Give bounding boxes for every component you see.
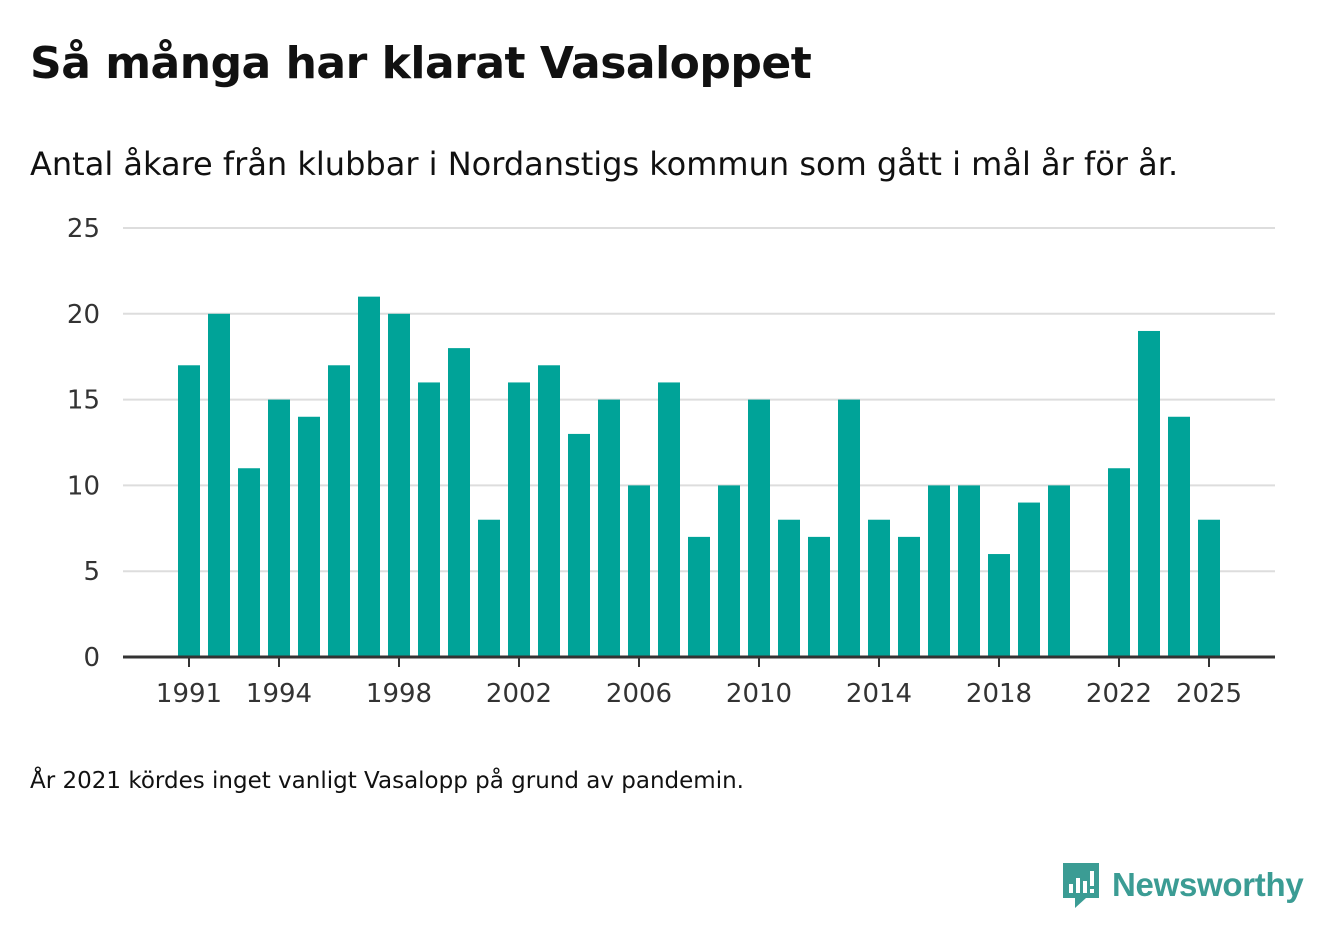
x-tick-label-2014: 2014 <box>846 679 912 709</box>
footnote: År 2021 kördes inget vanligt Vasalopp på… <box>30 768 744 794</box>
bar-2025 <box>1198 519 1220 657</box>
bar-2001 <box>478 519 500 657</box>
y-tick-label-10: 10 <box>67 471 100 501</box>
bar-2008 <box>688 536 710 657</box>
bar-1991 <box>178 365 200 657</box>
bar-2011 <box>778 519 800 657</box>
bar-2013 <box>838 399 860 657</box>
brand-name: Newsworthy <box>1112 866 1304 903</box>
bar-2005 <box>598 399 620 657</box>
bar-1998 <box>388 313 410 657</box>
bar-2000 <box>448 348 470 657</box>
x-tick-label-2010: 2010 <box>726 679 792 709</box>
bar-2015 <box>898 536 920 657</box>
x-tick-label-1994: 1994 <box>246 679 312 709</box>
bar-2012 <box>808 536 830 657</box>
bar-2019 <box>1018 502 1040 657</box>
bar-2023 <box>1138 330 1160 657</box>
bar-1992 <box>208 313 230 657</box>
y-tick-label-25: 25 <box>67 214 100 244</box>
y-axis-ticks: 0 5 10 15 20 25 <box>67 214 100 673</box>
bar-1996 <box>328 365 350 657</box>
bar-2007 <box>658 382 680 657</box>
bar-1997 <box>358 296 380 657</box>
x-tick-label-2002: 2002 <box>486 679 552 709</box>
chart-title: Så många har klarat Vasaloppet <box>30 38 812 89</box>
bar-2016 <box>928 485 950 657</box>
x-tick-label-2018: 2018 <box>966 679 1032 709</box>
x-tick-label-2025: 2025 <box>1176 679 1242 709</box>
bar-1994 <box>268 399 290 657</box>
bar-2009 <box>718 485 740 657</box>
chart-subtitle: Antal åkare från klubbar i Nordanstigs k… <box>30 145 1179 183</box>
bar-2006 <box>628 485 650 657</box>
newsworthy-logo-icon <box>1063 863 1099 908</box>
x-tick-label-1991: 1991 <box>156 679 222 709</box>
bar-1999 <box>418 382 440 657</box>
bar-2010 <box>748 399 770 657</box>
bar-2004 <box>568 433 590 657</box>
y-tick-label-15: 15 <box>67 386 100 416</box>
x-tick-label-2022: 2022 <box>1086 679 1152 709</box>
bar-2024 <box>1168 416 1190 657</box>
grid-lines <box>123 227 1275 573</box>
x-axis-ticks: 1991 1994 1998 2002 2006 2010 2014 2018 2022 2025 <box>156 657 1242 709</box>
bar-2020 <box>1048 485 1070 657</box>
bar-2002 <box>508 382 530 657</box>
x-tick-label-1998: 1998 <box>366 679 432 709</box>
bar-2003 <box>538 365 560 657</box>
y-tick-label-5: 5 <box>83 557 100 587</box>
brand-logo[interactable]: Newsworthy <box>1060 860 1304 910</box>
y-tick-label-20: 20 <box>67 300 100 330</box>
bar-2017 <box>958 485 980 657</box>
bars <box>178 296 1220 657</box>
bar-2022 <box>1108 468 1130 657</box>
y-tick-label-0: 0 <box>83 643 100 673</box>
bar-1995 <box>298 416 320 657</box>
x-tick-label-2006: 2006 <box>606 679 672 709</box>
bar-2018 <box>988 554 1010 657</box>
bar-1993 <box>238 468 260 657</box>
bar-2014 <box>868 519 890 657</box>
